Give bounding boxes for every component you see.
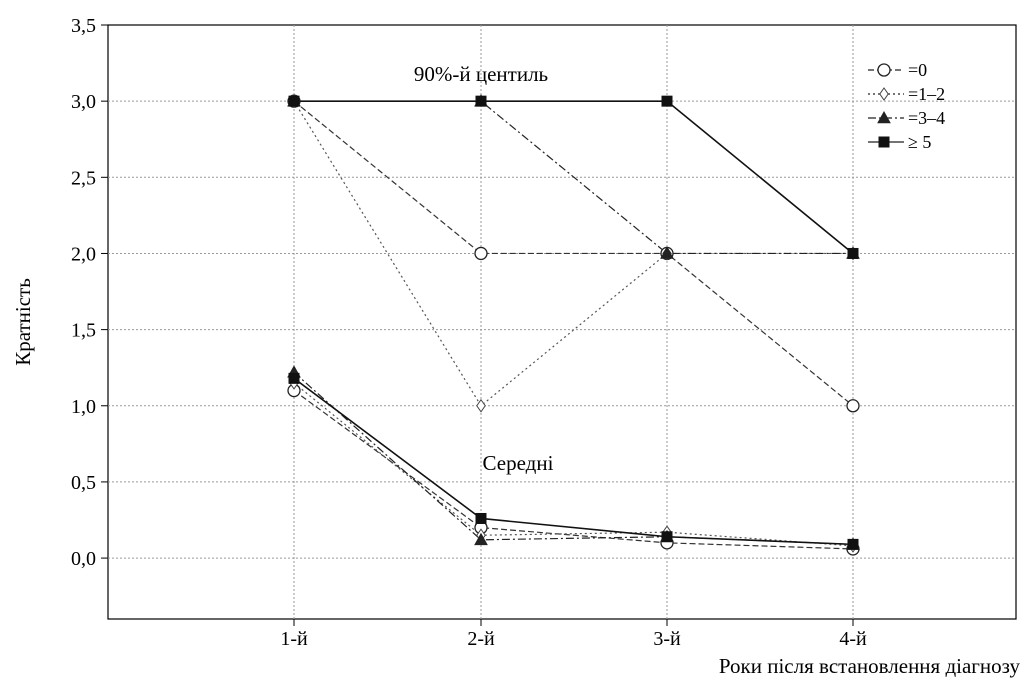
- data-point: [475, 512, 487, 524]
- series-line: [294, 100, 854, 255]
- x-tick-labels: 1-й 2-й 3-й 4-й: [280, 619, 867, 650]
- x-tick-label: 2-й: [467, 628, 495, 650]
- x-axis-label: Роки після встановлення діагнозу: [719, 654, 1021, 678]
- legend-label: =3–4: [908, 108, 945, 128]
- data-point: [288, 95, 300, 107]
- legend-label: =1–2: [908, 84, 945, 104]
- series-line: [293, 377, 854, 546]
- data-point: [661, 531, 673, 543]
- legend-marker: [877, 63, 891, 77]
- legend-label: ≥ 5: [908, 132, 931, 152]
- y-tick-label: 3,0: [71, 91, 96, 113]
- data-point: [474, 532, 488, 546]
- annotation-90-percentile: 90%-й центиль: [414, 62, 548, 86]
- data-point: [476, 398, 486, 413]
- data-point: [847, 538, 859, 550]
- data-point: [474, 246, 488, 261]
- legend-marker: [879, 87, 889, 101]
- y-tick-label: 2,5: [71, 167, 96, 189]
- data-point: [661, 95, 673, 107]
- y-tick-label: 1,0: [71, 396, 96, 418]
- data-point: [847, 247, 859, 259]
- series-markers: [287, 94, 860, 556]
- x-tick-label: 1-й: [280, 628, 308, 650]
- y-tick-label: 3,5: [71, 15, 96, 37]
- x-tick-label: 4-й: [839, 628, 867, 650]
- series-line: [293, 382, 854, 547]
- y-tick-label: 2,0: [71, 243, 96, 265]
- annotations: 90%-й центиль Середні: [414, 62, 554, 475]
- y-tick-label: 0,5: [71, 472, 96, 494]
- legend: =0 =1–2 =3–4 ≥ 5: [868, 60, 945, 152]
- y-tick-label: 1,5: [71, 320, 96, 342]
- y-tick-label: 0,0: [71, 548, 96, 570]
- legend-marker: [877, 110, 891, 124]
- series-line: [293, 100, 853, 407]
- legend-label: =0: [908, 60, 927, 80]
- legend-marker: [878, 136, 890, 148]
- series-lines: [293, 100, 854, 550]
- annotation-mean: Середні: [483, 451, 554, 475]
- y-axis-label: Кратність: [11, 278, 35, 366]
- y-tick-labels: 0,0 0,5 1,0 1,5 2,0 2,5 3,0 3,5: [71, 15, 108, 570]
- series-line: [294, 100, 853, 255]
- x-tick-label: 3-й: [653, 628, 681, 650]
- data-point: [660, 246, 674, 259]
- data-point: [846, 399, 860, 413]
- series-line: [293, 390, 854, 550]
- data-point: [475, 95, 487, 107]
- series-line: [293, 100, 854, 407]
- data-point: [288, 372, 300, 384]
- plot-area: [107, 24, 1017, 620]
